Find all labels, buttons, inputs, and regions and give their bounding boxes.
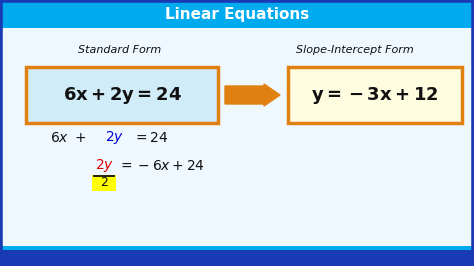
Text: Slope-Intercept Form: Slope-Intercept Form <box>296 45 414 55</box>
FancyBboxPatch shape <box>26 67 218 123</box>
FancyArrow shape <box>225 84 280 106</box>
Text: Linear Equations: Linear Equations <box>165 6 309 22</box>
Text: Standard Form: Standard Form <box>78 45 162 55</box>
Text: $2$: $2$ <box>100 177 109 189</box>
Text: $\mathbf{y = -3x + 12}$: $\mathbf{y = -3x + 12}$ <box>311 85 439 106</box>
FancyBboxPatch shape <box>0 250 474 266</box>
Text: $2y$: $2y$ <box>95 157 114 174</box>
FancyBboxPatch shape <box>0 0 474 28</box>
Text: $6x\ +\ $: $6x\ +\ $ <box>50 131 86 145</box>
Text: $\mathbf{6x + 2y = 24}$: $\mathbf{6x + 2y = 24}$ <box>63 85 182 106</box>
FancyBboxPatch shape <box>92 175 116 191</box>
FancyBboxPatch shape <box>0 246 474 250</box>
Text: $\ = 24$: $\ = 24$ <box>128 131 168 145</box>
Text: $= -6x + 24$: $= -6x + 24$ <box>118 159 205 173</box>
Text: $2y$: $2y$ <box>105 130 124 147</box>
FancyBboxPatch shape <box>288 67 462 123</box>
